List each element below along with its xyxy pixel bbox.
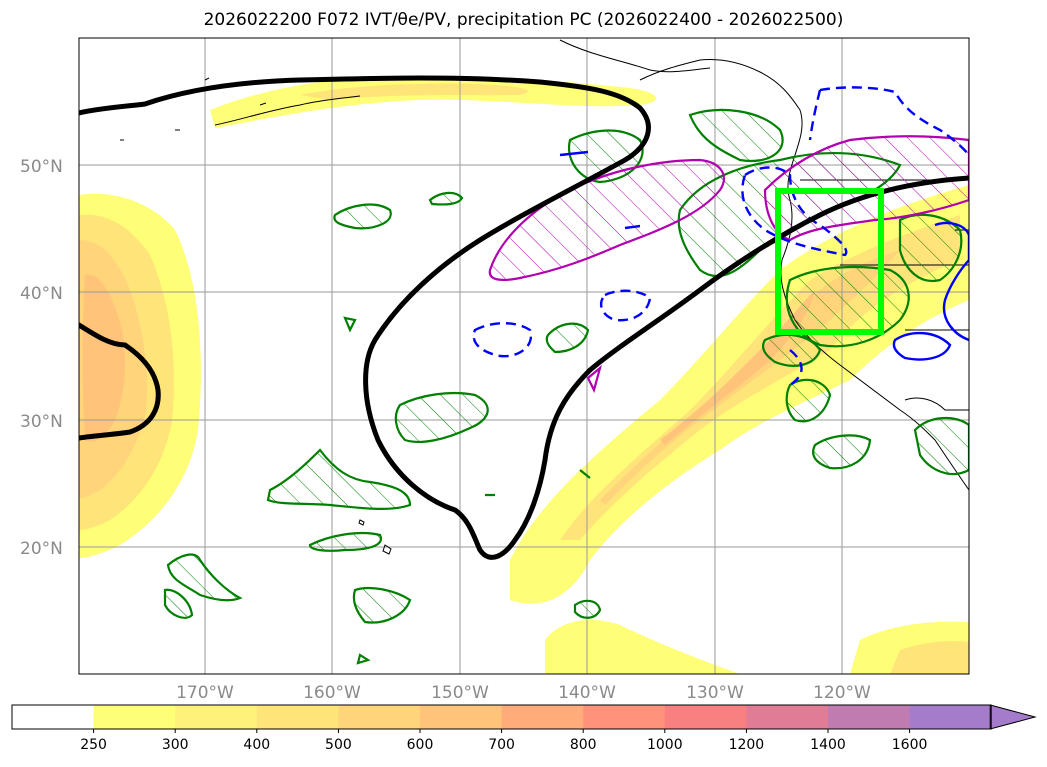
lat-label-20: 20°N [20,539,63,559]
colorbar: 250 300 400 500 600 700 800 1000 1200 1400 1600 [11,704,1037,753]
colorbar-segment-1600 [909,705,992,729]
colorbar-label-1000: 1000 [647,737,683,753]
ivt-black-contour [79,75,969,560]
colorbar-label-400: 400 [243,737,270,753]
lon-label-160w: 160°W [303,683,361,703]
map-frame [78,37,970,675]
colorbar-segment-400 [256,705,339,729]
colorbar-label-800: 800 [570,737,597,753]
lon-label-130w: 130°W [686,683,744,703]
target-region-box [775,188,884,335]
lat-label-30: 30°N [20,412,63,432]
lon-label-170w: 170°W [176,683,234,703]
colorbar-segment-250 [93,705,176,729]
theta-blue-contours [472,86,969,387]
colorbar-label-1600: 1600 [892,737,928,753]
lat-label-50: 50°N [20,157,63,177]
colorbar-segment-1400 [828,705,911,729]
colorbar-extend-arrow [989,704,1037,730]
map-title: 2026022200 F072 IVT/θe/PV, precipitation… [203,10,844,30]
lon-label-150w: 150°W [431,683,489,703]
colorbar-label-1400: 1400 [810,737,846,753]
colorbar-label-250: 250 [80,737,107,753]
colorbar-segment-500 [338,705,421,729]
ivt-fill-north [210,75,657,128]
colorbar-segment-600 [420,705,503,729]
lon-label-120w: 120°W [813,683,871,703]
colorbar-label-600: 600 [407,737,434,753]
colorbar-label-700: 700 [488,737,515,753]
colorbar-label-300: 300 [162,737,189,753]
colorbar-segment-below [12,705,94,729]
colorbar-segment-300 [175,705,258,729]
colorbar-segment-1200 [746,705,829,729]
lon-label-140w: 140°W [558,683,616,703]
lon-labels: 170°W 160°W 150°W 140°W 130°W 120°W [176,683,871,703]
colorbar-label-500: 500 [325,737,352,753]
lat-labels: 50°N 40°N 30°N 20°N [20,157,63,559]
lat-label-40: 40°N [20,284,63,304]
colorbar-segment-700 [501,705,584,729]
colorbar-label-1200: 1200 [729,737,765,753]
colorbar-segment-1000 [664,705,747,729]
colorbar-segment-800 [583,705,666,729]
